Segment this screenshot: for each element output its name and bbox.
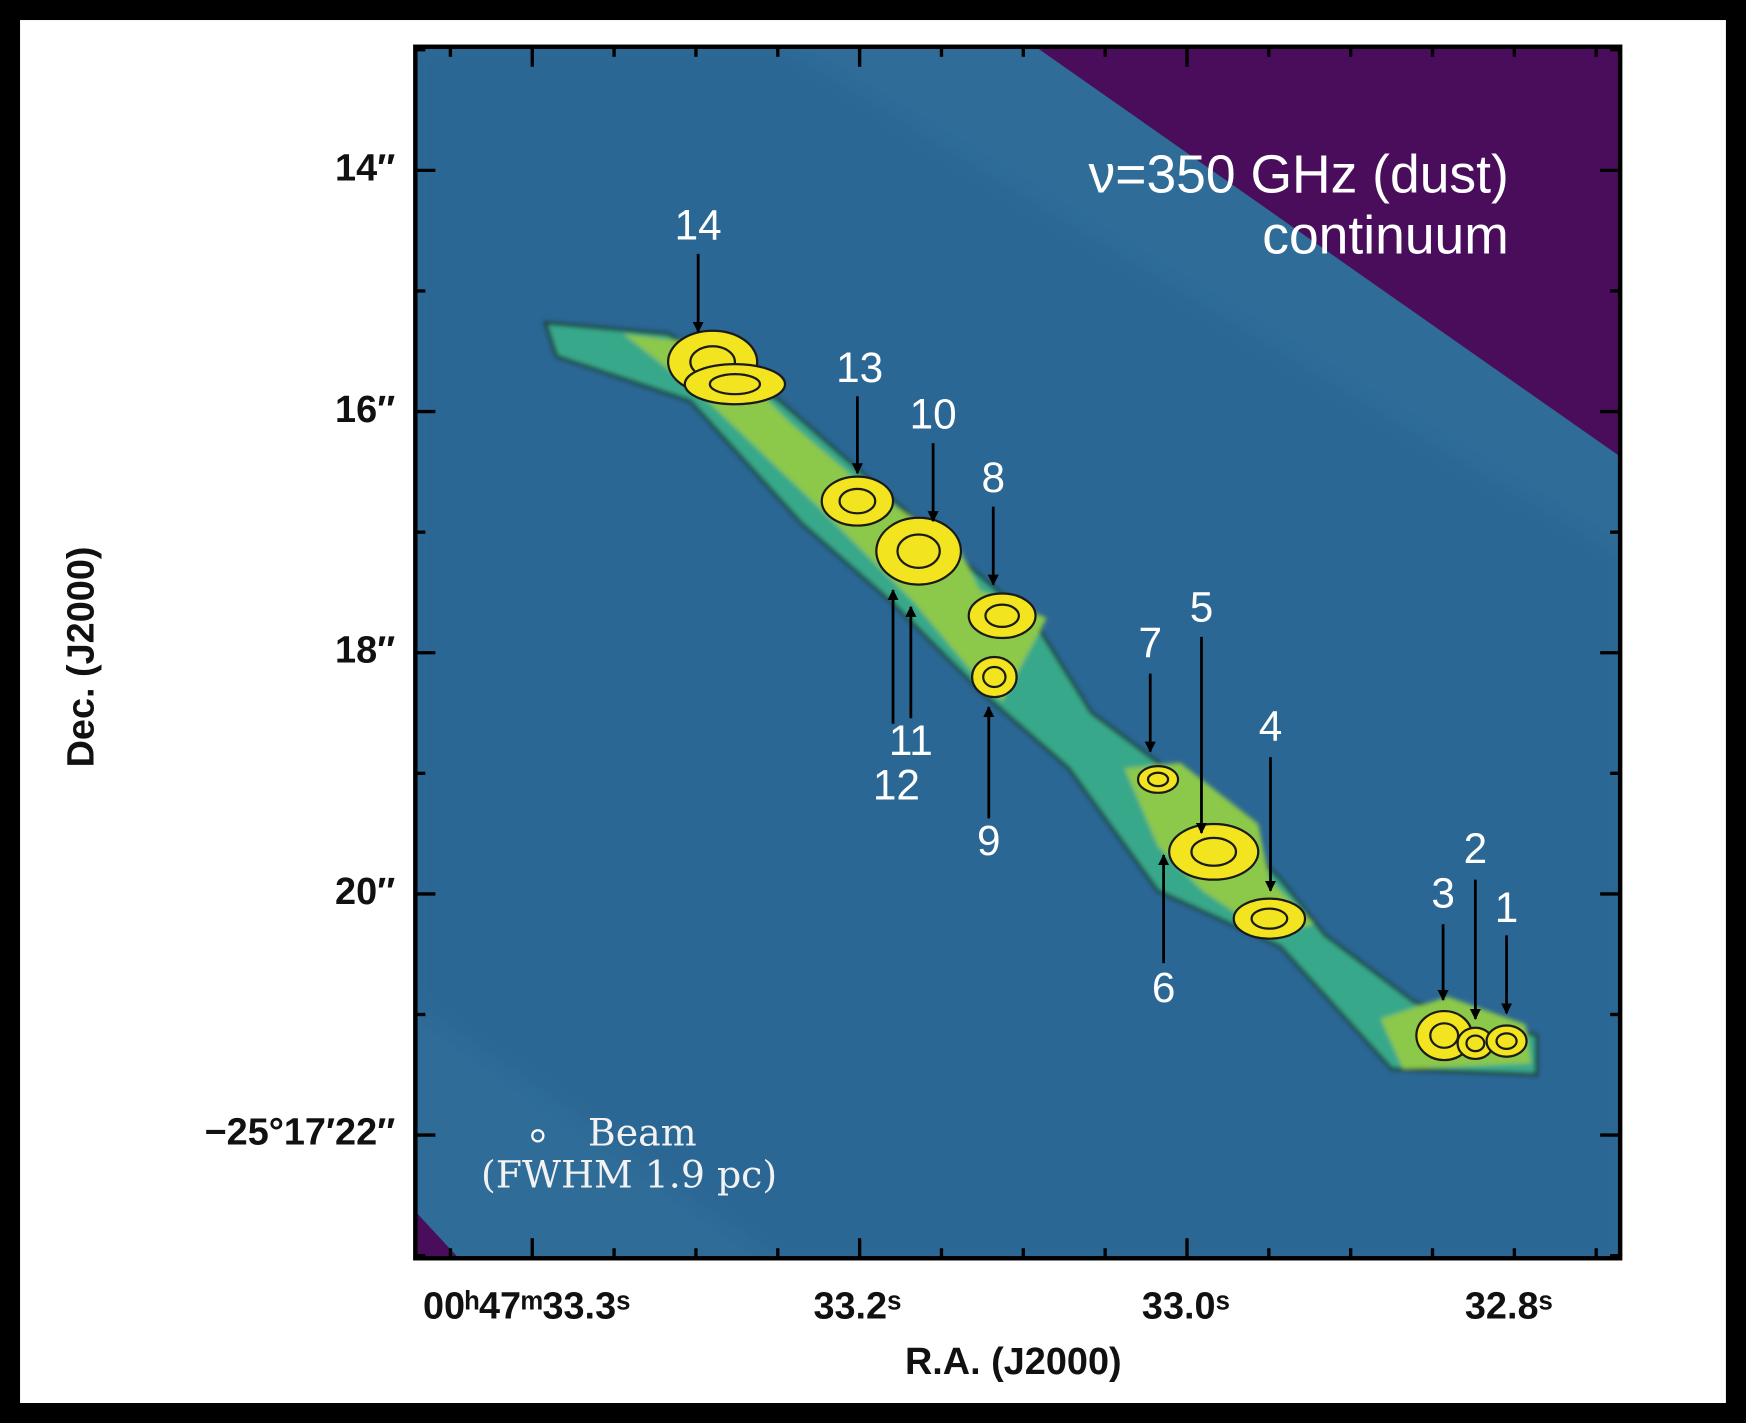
- figure-body: ν=350 GHz (dust) continuum Beam (FWHM 1.…: [20, 20, 1726, 1404]
- core: [967, 592, 1037, 640]
- source-label: 2: [1464, 825, 1488, 872]
- core: [875, 516, 963, 586]
- cores: [666, 329, 1528, 1062]
- source-label: 4: [1259, 703, 1283, 750]
- core: [1485, 1024, 1528, 1058]
- y-tick-label: 20″: [335, 871, 395, 913]
- y-tick-label: 18″: [335, 630, 395, 672]
- core: [1168, 822, 1260, 881]
- core: [683, 363, 787, 406]
- title: continuum: [1262, 207, 1509, 266]
- core: [970, 655, 1018, 699]
- y-tick-label: 14″: [335, 147, 395, 189]
- source-label: 1: [1495, 884, 1519, 931]
- source-label: 13: [836, 344, 883, 391]
- title: ν=350 GHz (dust): [1089, 145, 1509, 204]
- source-label: 7: [1138, 619, 1162, 666]
- source-label: 6: [1152, 964, 1176, 1011]
- y-axis-title: Dec. (J2000): [61, 547, 103, 768]
- beam-label: Beam: [588, 1110, 697, 1154]
- contour: [708, 373, 762, 396]
- source-label: 9: [977, 817, 1001, 864]
- source-label: 12: [873, 762, 920, 809]
- contour: [1146, 771, 1170, 788]
- contour: [838, 487, 877, 515]
- contour: [1429, 1022, 1460, 1049]
- map: [415, 46, 1621, 1259]
- x-tick-label: 33.2ˢ: [813, 1285, 901, 1327]
- x-tick-label: 00ʰ47ᵐ33.3ˢ: [423, 1285, 630, 1327]
- y-tick-label: −25°17′22″: [205, 1112, 396, 1154]
- core: [820, 475, 895, 527]
- contour: [1190, 836, 1238, 867]
- source-label: 8: [981, 454, 1005, 501]
- contour: [1465, 1034, 1486, 1053]
- core: [1136, 764, 1180, 794]
- y-tick-label: 16″: [335, 389, 395, 431]
- source-label: 14: [675, 201, 722, 248]
- contour: [896, 533, 941, 569]
- ticks: [415, 46, 1621, 1259]
- beam-marker: [531, 1129, 545, 1143]
- x-tick-label: 33.0ˢ: [1142, 1285, 1230, 1327]
- contour: [1495, 1032, 1518, 1051]
- source-label: 10: [910, 391, 957, 438]
- x-axis-title: R.A. (J2000): [905, 1341, 1122, 1383]
- beam-note: (FWHM 1.9 pc): [481, 1153, 777, 1197]
- masked-corner: [1035, 46, 1621, 457]
- arrows: [692, 253, 1513, 1020]
- contour: [984, 603, 1020, 629]
- masked-corner: [415, 1211, 459, 1259]
- contour: [982, 665, 1007, 689]
- source-label: 11: [889, 717, 933, 764]
- core: [1232, 897, 1307, 940]
- contour: [1250, 907, 1289, 930]
- x-tick-label: 32.8ˢ: [1465, 1285, 1553, 1327]
- source-label: 3: [1431, 870, 1455, 917]
- source-label: 5: [1190, 583, 1214, 630]
